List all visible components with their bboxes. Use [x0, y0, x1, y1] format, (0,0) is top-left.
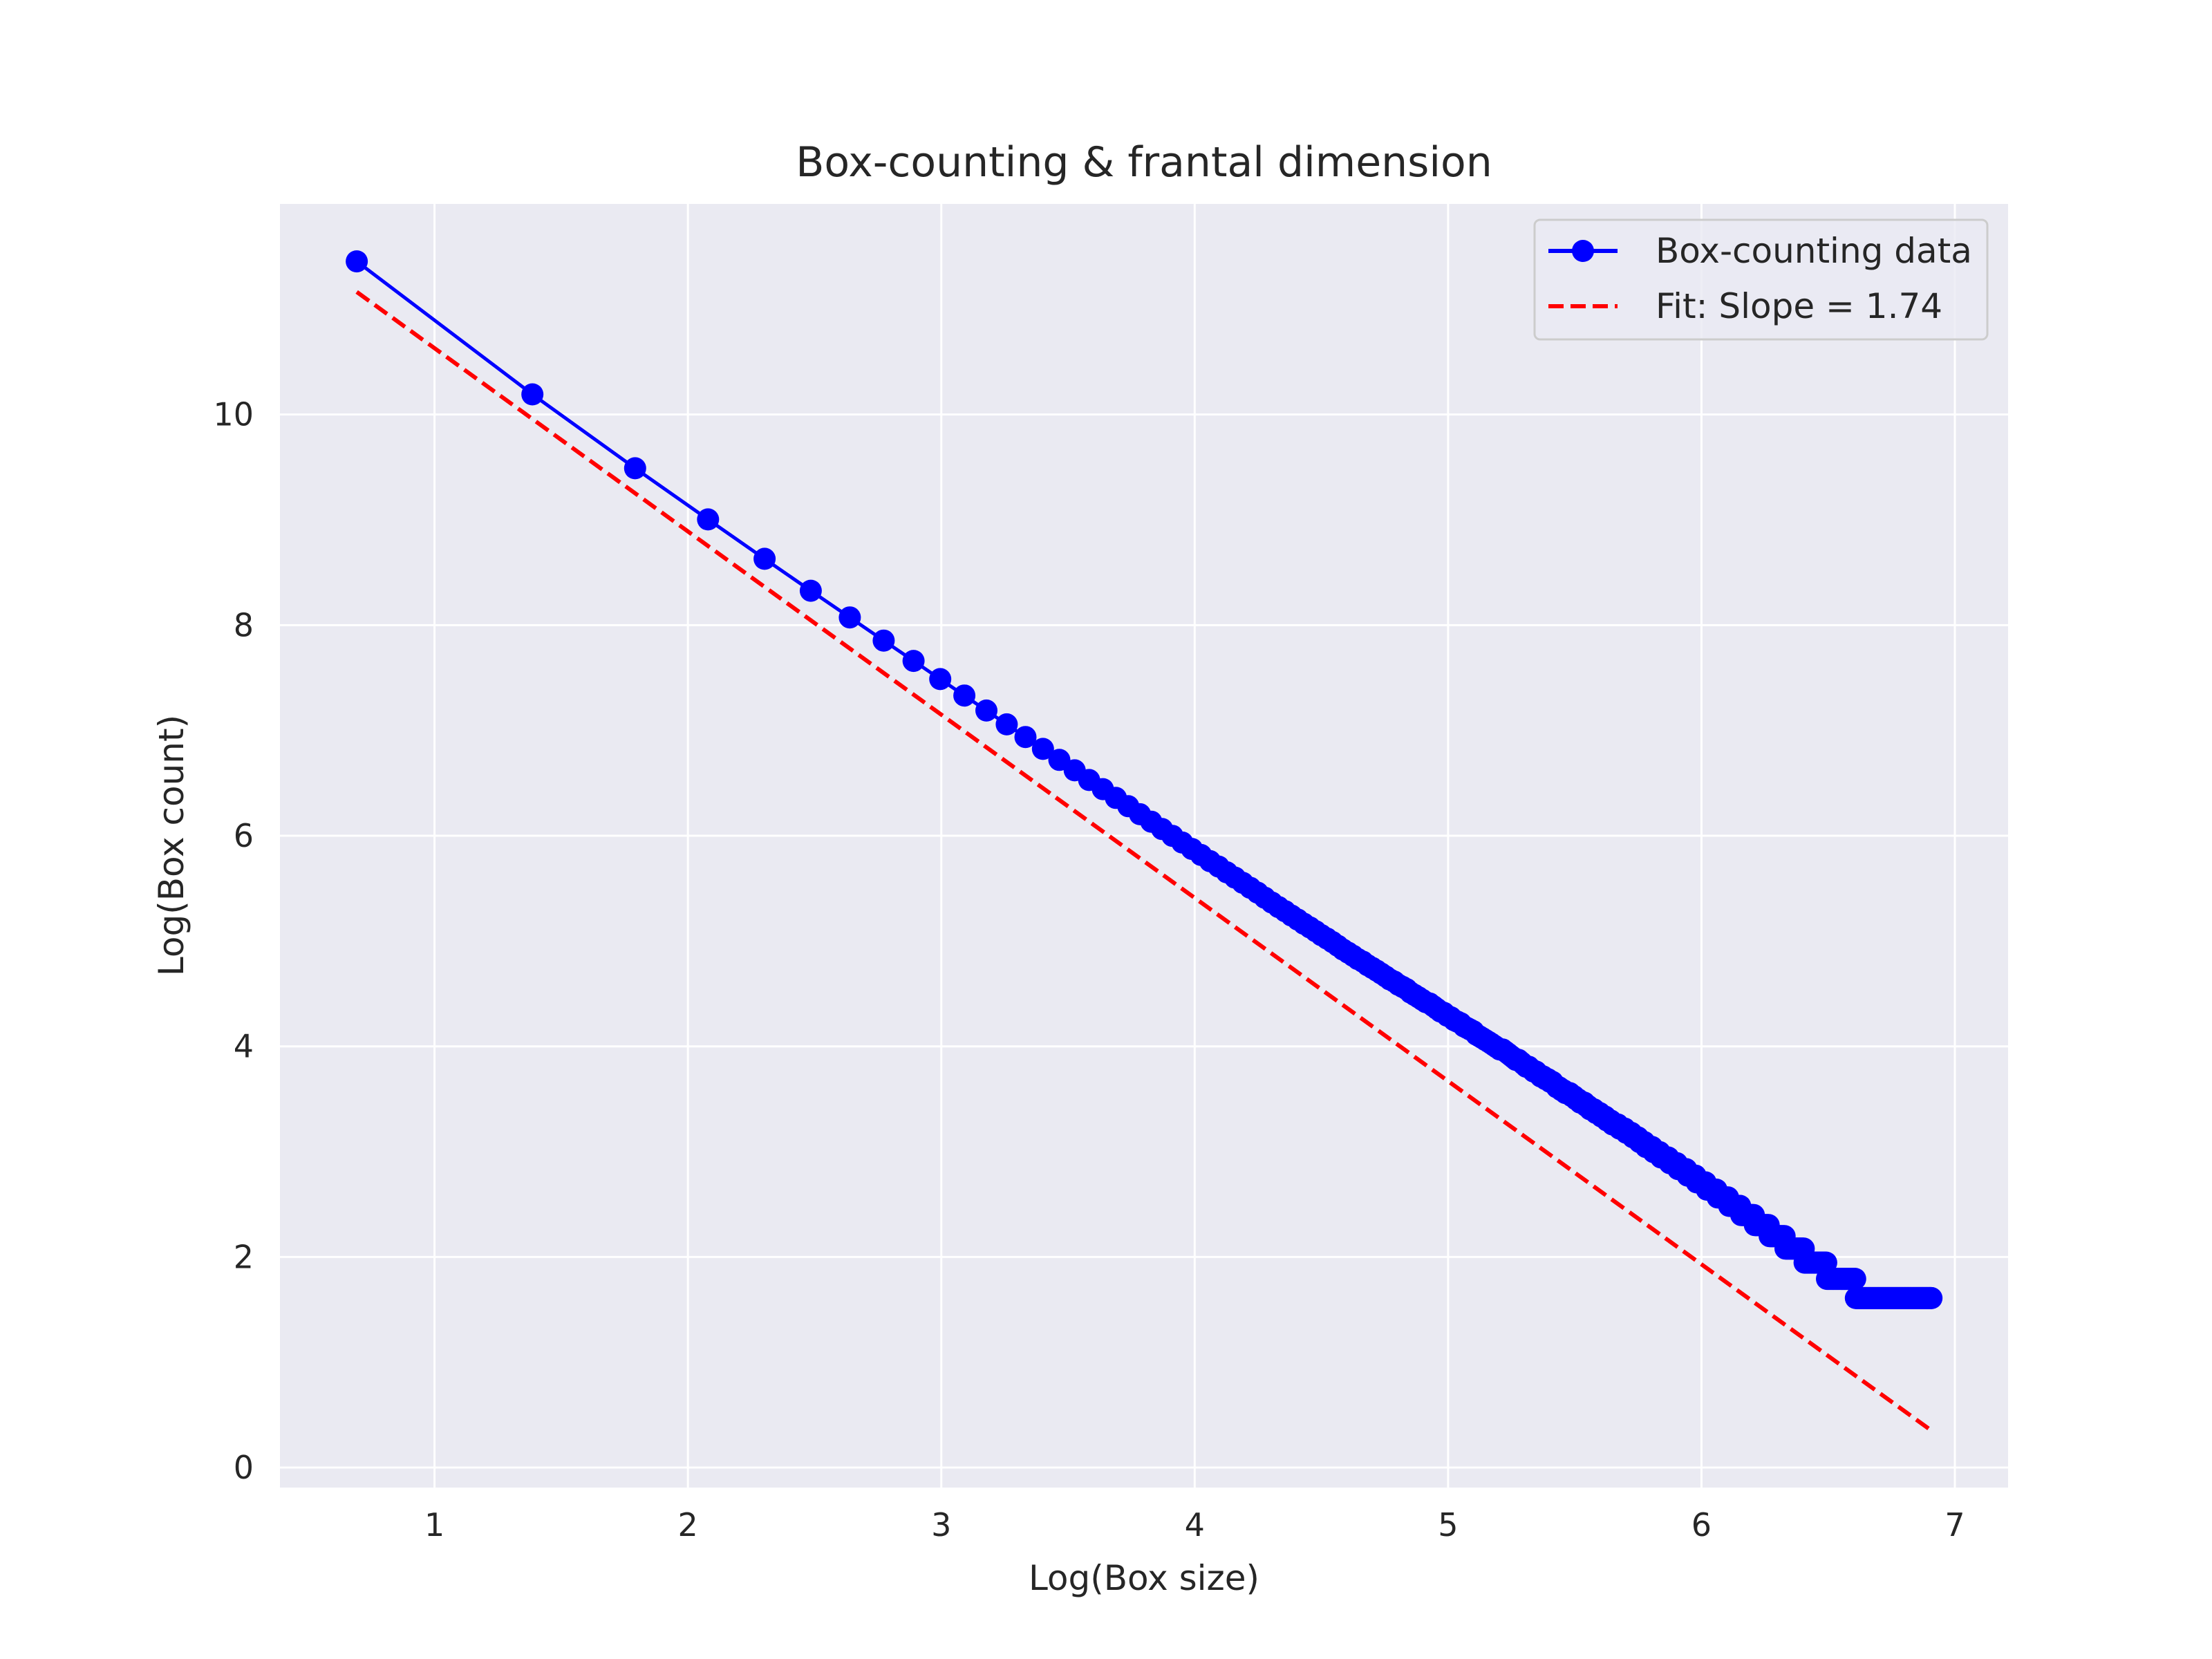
y-tick-label: 6 [234, 817, 254, 854]
x-tick-label: 2 [678, 1506, 698, 1544]
data-point [1844, 1268, 1866, 1291]
y-tick-label: 4 [234, 1028, 254, 1065]
data-point [953, 684, 976, 707]
y-tick-label: 8 [234, 606, 254, 644]
legend-box [1533, 218, 1989, 341]
x-axis-label: Log(Box size) [1029, 1558, 1259, 1598]
data-point [838, 606, 861, 629]
tick-labels: 1 2 3 4 5 6 7 0 2 4 6 8 10 [213, 396, 1965, 1544]
data-point [902, 650, 925, 673]
fit-line-layer [355, 290, 1933, 1433]
legend-label-data: Box-counting data [1656, 231, 1972, 271]
data-series-layer [346, 250, 1943, 1309]
data-point [929, 668, 952, 691]
legend-data-marker-swatch [1572, 240, 1594, 262]
x-tick-label: 5 [1438, 1506, 1458, 1544]
legend: Box-counting data Fit: Slope = 1.74 [1533, 218, 1989, 341]
data-point [872, 629, 895, 652]
data-point [697, 508, 720, 531]
x-tick-label: 4 [1185, 1506, 1205, 1544]
data-point [975, 699, 997, 722]
data-point [753, 547, 776, 570]
y-tick-label: 0 [234, 1449, 254, 1486]
data-point [521, 383, 544, 406]
y-tick-label: 10 [213, 396, 254, 433]
data-point [1920, 1286, 1943, 1309]
data-point [995, 713, 1018, 735]
y-axis-label: Log(Box count) [151, 715, 191, 976]
chart-title: Box-counting & frantal dimension [796, 138, 1492, 187]
legend-label-fit: Fit: Slope = 1.74 [1656, 286, 1942, 326]
data-point [799, 579, 822, 602]
fit-line [355, 290, 1933, 1433]
x-tick-label: 7 [1944, 1506, 1965, 1544]
x-tick-label: 6 [1691, 1506, 1712, 1544]
data-point [346, 250, 368, 273]
data-point [1031, 738, 1054, 760]
grid [280, 204, 2008, 1488]
data-point [1014, 726, 1037, 749]
data-point [624, 457, 646, 480]
x-tick-label: 1 [424, 1506, 444, 1544]
y-tick-label: 2 [234, 1238, 254, 1275]
x-tick-label: 3 [931, 1506, 951, 1544]
